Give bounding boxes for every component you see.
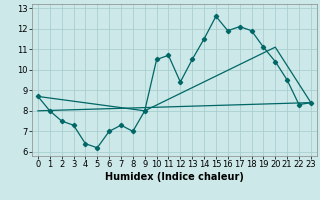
- X-axis label: Humidex (Indice chaleur): Humidex (Indice chaleur): [105, 172, 244, 182]
